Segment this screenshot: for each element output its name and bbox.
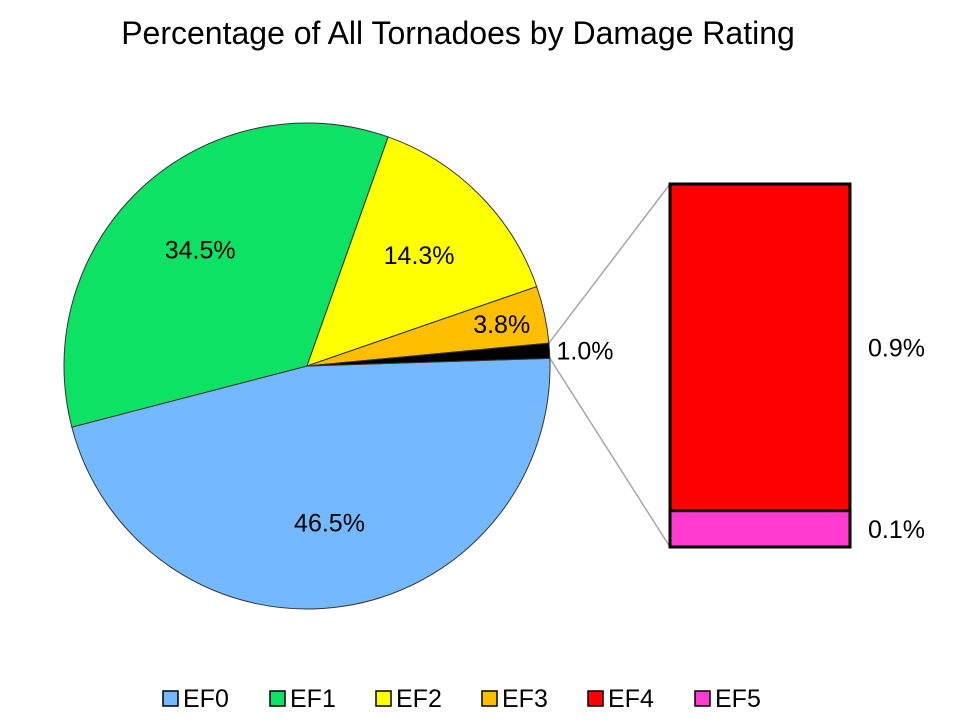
pie-slice-ef2 xyxy=(306,136,538,367)
bar-segment-ef5 xyxy=(668,509,852,549)
legend: EF0 EF1 EF2 EF3 EF4 EF5 xyxy=(162,685,761,713)
legend-label-ef0: EF0 xyxy=(183,685,229,713)
pie-label-ef2: 14.3% xyxy=(384,242,455,270)
pie-label-ef4-ef5: 1.0% xyxy=(557,337,614,365)
legend-swatch-ef5 xyxy=(694,690,711,707)
legend-swatch-ef0 xyxy=(162,690,179,707)
legend-item-ef4: EF4 xyxy=(587,685,654,713)
legend-swatch-ef2 xyxy=(375,690,392,707)
legend-label-ef2: EF2 xyxy=(396,685,442,713)
legend-item-ef3: EF3 xyxy=(481,685,548,713)
legend-item-ef5: EF5 xyxy=(694,685,761,713)
legend-label-ef3: EF3 xyxy=(502,685,548,713)
legend-label-ef4: EF4 xyxy=(608,685,654,713)
legend-label-ef5: EF5 xyxy=(715,685,761,713)
breakout-connectors xyxy=(548,183,671,548)
pie-slice-ef1 xyxy=(63,122,389,428)
legend-swatch-ef3 xyxy=(481,690,498,707)
connector-top xyxy=(548,183,671,344)
pie-slice-ef4-ef5 xyxy=(306,342,551,367)
bar-label-ef4: 0.9% xyxy=(868,334,925,362)
legend-item-ef1: EF1 xyxy=(269,685,336,713)
pie xyxy=(63,122,551,610)
connector-bottom xyxy=(549,357,671,548)
legend-swatch-ef4 xyxy=(587,690,604,707)
bar-label-ef5: 0.1% xyxy=(868,516,925,544)
pie-slice-ef0 xyxy=(71,357,551,610)
chart-title: Percentage of All Tornadoes by Damage Ra… xyxy=(121,15,795,51)
legend-swatch-ef1 xyxy=(269,690,286,707)
pie-label-ef1: 34.5% xyxy=(165,237,236,265)
breakout-bar xyxy=(668,182,852,549)
legend-item-ef0: EF0 xyxy=(162,685,229,713)
legend-label-ef1: EF1 xyxy=(290,685,336,713)
pie-label-ef3: 3.8% xyxy=(473,311,530,339)
bar-segment-ef4 xyxy=(668,182,852,513)
breakout-bar-labels: 0.9% 0.1% xyxy=(868,334,925,544)
pie-labels: 46.5% 34.5% 14.3% 3.8% 1.0% xyxy=(165,237,614,538)
legend-item-ef2: EF2 xyxy=(375,685,442,713)
pie-label-ef0: 46.5% xyxy=(294,509,365,537)
